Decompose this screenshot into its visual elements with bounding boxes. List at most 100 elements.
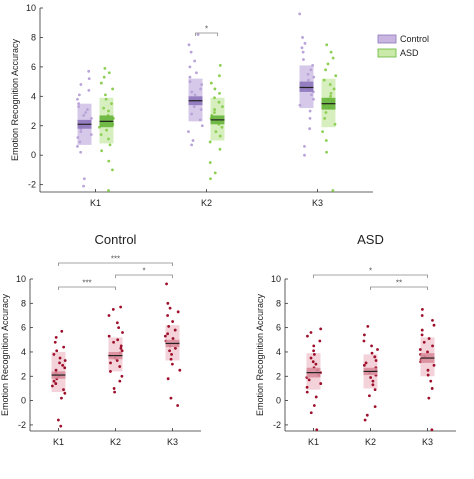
- data-point: [112, 387, 116, 390]
- significance-label: *: [205, 25, 208, 34]
- data-point: [107, 159, 111, 163]
- data-point: [115, 359, 119, 362]
- data-point: [104, 93, 107, 97]
- data-point: [76, 97, 79, 101]
- data-point: [326, 62, 330, 66]
- data-point: [79, 130, 83, 134]
- data-point: [102, 75, 106, 79]
- significance-label: *: [142, 267, 145, 276]
- data-point: [104, 97, 108, 101]
- data-point: [319, 382, 323, 385]
- data-point: [52, 352, 56, 356]
- x-tick-label: K1: [90, 198, 101, 208]
- data-point: [307, 378, 311, 382]
- data-point: [57, 418, 60, 422]
- data-point: [76, 144, 79, 148]
- data-point: [426, 373, 430, 377]
- data-point: [90, 117, 93, 120]
- chart-panel-3: ASD -2 0 2 4 6 8 10 Emotion Recognition Accuracy…: [255, 232, 456, 447]
- data-point: [116, 338, 120, 342]
- data-point: [302, 58, 305, 61]
- data-point: [308, 117, 312, 120]
- data-point: [55, 349, 59, 353]
- data-point: [218, 147, 222, 151]
- data-point: [220, 125, 224, 129]
- significance-bracket: [58, 262, 173, 266]
- y-tick-label: 2: [31, 121, 36, 131]
- y-tick-label: 2: [21, 371, 26, 381]
- series-control-K2: [187, 33, 204, 147]
- x-tick-label: K2: [365, 437, 376, 447]
- data-point: [169, 396, 173, 400]
- y-tick-label: 6: [276, 323, 281, 333]
- data-point: [376, 348, 379, 351]
- data-point: [306, 334, 309, 338]
- x-tick-label: K2: [110, 437, 121, 447]
- data-point: [426, 368, 430, 372]
- y-tick-label: 6: [21, 323, 26, 333]
- x-tick-label: K1: [308, 437, 319, 447]
- data-point: [305, 385, 309, 389]
- data-point: [107, 137, 110, 141]
- data-point: [199, 87, 203, 91]
- data-point: [217, 100, 221, 104]
- data-point: [322, 78, 326, 82]
- data-point: [167, 325, 171, 328]
- significance-bracket: [58, 286, 116, 290]
- data-point: [321, 130, 324, 134]
- series-dark-K2: [107, 305, 124, 394]
- data-point: [174, 346, 177, 350]
- data-point: [218, 134, 222, 138]
- data-point: [87, 89, 91, 92]
- series-asd-K3: [321, 43, 338, 192]
- data-point: [373, 388, 377, 392]
- data-point: [60, 329, 64, 333]
- data-point: [118, 365, 122, 368]
- data-point: [334, 74, 338, 78]
- data-point: [196, 33, 200, 36]
- data-point: [209, 177, 212, 181]
- data-point: [188, 75, 192, 79]
- data-point: [198, 118, 202, 122]
- data-point: [117, 326, 121, 330]
- data-point: [329, 91, 333, 95]
- data-point: [111, 168, 114, 172]
- y-tick-label: 10: [16, 274, 26, 284]
- data-point: [107, 189, 110, 192]
- y-tick-label: 0: [21, 396, 26, 406]
- data-point: [314, 395, 318, 399]
- y-axis-label: Emotion Recognition Accuracy: [0, 293, 10, 416]
- data-point: [366, 325, 370, 328]
- data-point: [221, 105, 224, 109]
- chart-panel-1: -2 0 2 4 6 8 10 Emotion Recognition Accuracy K1 K…: [10, 3, 429, 208]
- data-point: [187, 130, 190, 134]
- data-point: [82, 114, 86, 117]
- data-point: [328, 83, 332, 86]
- data-point: [102, 106, 106, 110]
- data-point: [107, 314, 111, 317]
- data-point: [110, 102, 113, 106]
- data-point: [119, 346, 123, 350]
- data-point: [189, 50, 193, 54]
- data-point: [430, 387, 434, 390]
- data-point: [171, 320, 175, 323]
- data-point: [301, 50, 305, 54]
- data-point: [306, 72, 310, 76]
- data-point: [218, 64, 222, 67]
- series-dark-K2: [362, 325, 379, 422]
- chart-title: Control: [95, 232, 137, 247]
- y-tick-label: 0: [31, 150, 36, 160]
- significance-bracket: [313, 274, 428, 278]
- data-point: [213, 108, 217, 111]
- data-point: [188, 65, 192, 69]
- data-point: [107, 109, 110, 113]
- data-point: [58, 356, 62, 360]
- data-point: [208, 140, 212, 144]
- data-point: [312, 344, 316, 348]
- data-point: [77, 102, 81, 106]
- legend-entry: ASD: [400, 48, 419, 58]
- data-point: [298, 103, 302, 107]
- data-point: [312, 97, 315, 101]
- data-point: [325, 150, 328, 154]
